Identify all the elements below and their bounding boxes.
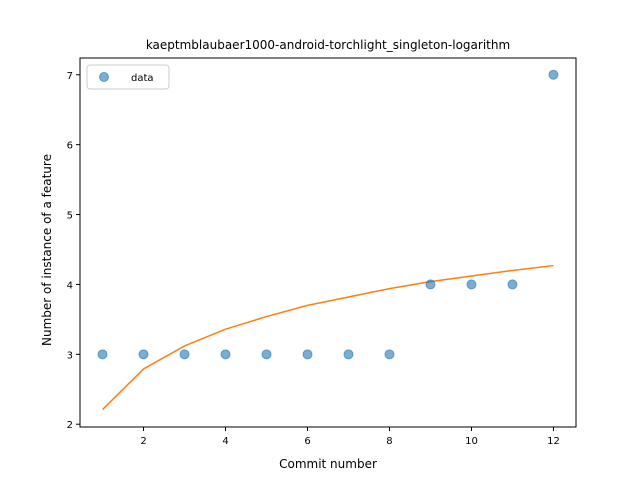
x-tick-label: 10: [465, 436, 478, 447]
x-tick-label: 4: [222, 436, 228, 447]
data-point: [179, 349, 190, 360]
data-point: [261, 349, 272, 360]
legend: data: [86, 64, 170, 90]
y-tick-label: 5: [67, 211, 73, 222]
y-tick-label: 3: [67, 350, 73, 361]
x-tick-label: 6: [304, 436, 310, 447]
y-tick-label: 4: [67, 280, 73, 291]
fit-line: [102, 264, 554, 411]
data-point: [384, 349, 395, 360]
y-tick-label: 2: [67, 420, 73, 431]
data-point: [507, 279, 518, 290]
data-point: [425, 279, 436, 290]
data-point: [343, 349, 354, 360]
data-point: [548, 69, 559, 80]
x-tick-label: 2: [140, 436, 146, 447]
data-point: [97, 349, 108, 360]
legend-marker: [99, 72, 109, 82]
chart-title: kaeptmblaubaer1000-android-torchlight_si…: [146, 38, 510, 52]
data-point: [138, 349, 149, 360]
x-tick-label: 8: [386, 436, 392, 447]
y-tick-label: 6: [67, 141, 73, 152]
x-axis-label: Commit number: [279, 457, 377, 471]
y-tick-label: 7: [67, 71, 73, 82]
legend-label: data: [131, 73, 154, 84]
axes-frame: [79, 57, 577, 428]
data-point: [466, 279, 477, 290]
plot-area: 2 4 6 8 10 12 2 3 4 5 6 7: [67, 57, 577, 447]
data-point: [302, 349, 313, 360]
x-tick-label: 12: [547, 436, 560, 447]
data-point: [220, 349, 231, 360]
y-axis-label: Number of instance of a feature: [40, 154, 54, 346]
legend-box: [86, 64, 170, 90]
